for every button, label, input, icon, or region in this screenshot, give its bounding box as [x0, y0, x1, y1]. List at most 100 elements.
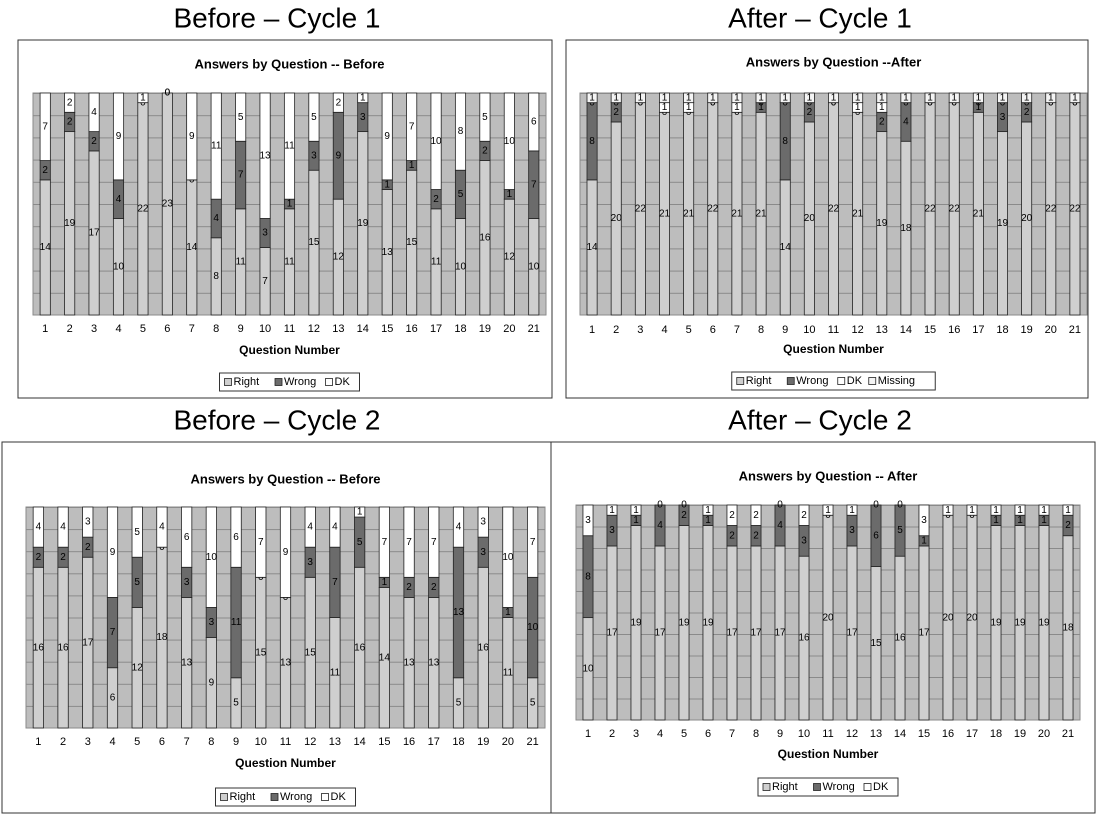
legend-box — [219, 372, 360, 392]
bar-segment — [1021, 92, 1033, 104]
x-tick-label: 5 — [140, 323, 146, 335]
x-tick-label: 16 — [406, 323, 418, 335]
value-label: 7 — [258, 537, 264, 548]
value-label: 11 — [284, 141, 295, 152]
value-label: 9 — [336, 150, 342, 161]
value-label: 7 — [409, 121, 415, 132]
value-label: 1 — [662, 92, 668, 103]
x-tick-label: 20 — [1038, 728, 1050, 740]
value-label: 3 — [1000, 112, 1006, 123]
x-tick-label: 6 — [705, 728, 711, 740]
value-label: 11 — [211, 141, 222, 152]
value-label: 0 — [681, 500, 687, 511]
x-tick-label: 10 — [803, 324, 815, 336]
value-label: 15 — [255, 647, 267, 658]
legend-label: DK — [873, 781, 889, 793]
value-label: 8 — [782, 136, 788, 147]
value-label: 7 — [238, 170, 244, 181]
value-label: 2 — [1065, 520, 1071, 531]
value-label: 21 — [683, 208, 695, 219]
bar-segment — [822, 504, 834, 516]
x-tick-label: 17 — [430, 323, 442, 335]
bar-segment — [966, 504, 978, 516]
bar-segment — [1062, 504, 1074, 516]
bar-segment — [283, 92, 296, 200]
bar-segment — [997, 92, 1008, 104]
legend-swatch — [837, 377, 846, 385]
value-label: 8 — [589, 136, 595, 147]
value-label: 1 — [951, 92, 957, 103]
bar-segment — [1069, 92, 1081, 104]
legend-label: DK — [331, 791, 347, 803]
value-label: 3 — [209, 617, 215, 628]
bar-segment — [900, 92, 912, 104]
x-tick-label: 4 — [115, 323, 121, 335]
bar-segment — [707, 92, 719, 104]
value-label: 3 — [262, 228, 268, 239]
x-tick-label: 13 — [329, 736, 341, 748]
x-tick-label: 12 — [852, 324, 864, 336]
value-label: 7 — [382, 537, 388, 548]
bar-segment — [774, 504, 786, 547]
bar-segment — [846, 504, 858, 516]
value-label: 1 — [993, 515, 999, 526]
x-tick-label: 7 — [189, 323, 195, 335]
value-label: 1 — [1041, 515, 1047, 526]
value-label: 0 — [657, 500, 663, 511]
x-tick-label: 1 — [589, 324, 595, 336]
legend-label: Right — [746, 375, 772, 387]
value-label: 12 — [504, 252, 516, 263]
value-label: 1 — [609, 505, 615, 516]
bar-segment — [454, 92, 467, 171]
bar-segment — [235, 92, 247, 142]
value-label: 1 — [734, 102, 740, 113]
value-label: 1 — [384, 179, 390, 190]
value-label: 10 — [431, 136, 443, 147]
value-label: 2 — [67, 117, 73, 128]
x-tick-label: 7 — [184, 736, 190, 748]
bar-segment — [779, 92, 791, 104]
x-tick-label: 1 — [35, 736, 41, 748]
legend-box — [215, 787, 356, 807]
bar-segment — [230, 506, 242, 568]
x-tick-label: 15 — [924, 324, 936, 336]
value-label: 20 — [822, 612, 834, 623]
x-tick-label: 3 — [633, 728, 639, 740]
value-label: 1 — [849, 505, 855, 516]
bar-segment — [528, 92, 540, 152]
x-tick-label: 20 — [1045, 324, 1057, 336]
legend-label: DK — [847, 375, 863, 387]
bar-segment — [88, 92, 100, 133]
value-label: 16 — [478, 642, 490, 653]
x-tick-label: 21 — [528, 323, 540, 335]
value-label: 19 — [1038, 617, 1050, 628]
value-label: 1 — [360, 92, 366, 103]
legend-label: Missing — [878, 375, 915, 387]
value-label: 5 — [530, 698, 536, 709]
x-tick-label: 14 — [357, 323, 369, 335]
value-label: 10 — [527, 622, 539, 633]
value-label: 2 — [42, 165, 48, 176]
value-label: 23 — [162, 199, 174, 210]
value-label: 1 — [758, 102, 764, 113]
value-label: 22 — [925, 203, 937, 214]
value-label: 1 — [825, 505, 831, 516]
bar-segment — [942, 504, 954, 516]
value-label: 8 — [585, 571, 591, 582]
value-label: 17 — [846, 628, 858, 639]
x-tick-label: 7 — [734, 324, 740, 336]
value-label: 2 — [406, 582, 412, 593]
value-label: 1 — [976, 102, 982, 113]
value-label: 5 — [238, 112, 244, 123]
value-label: 14 — [379, 652, 391, 663]
value-label: 20 — [966, 612, 978, 623]
value-label: 13 — [428, 657, 440, 668]
value-label: 1 — [831, 92, 837, 103]
value-label: 22 — [828, 203, 840, 214]
value-label: 4 — [332, 522, 338, 533]
value-label: 1 — [633, 505, 639, 516]
bar-segment — [870, 504, 882, 567]
value-label: 5 — [233, 698, 239, 709]
x-axis-label: Question Number — [778, 747, 879, 761]
x-axis-label: Question Number — [783, 342, 884, 356]
